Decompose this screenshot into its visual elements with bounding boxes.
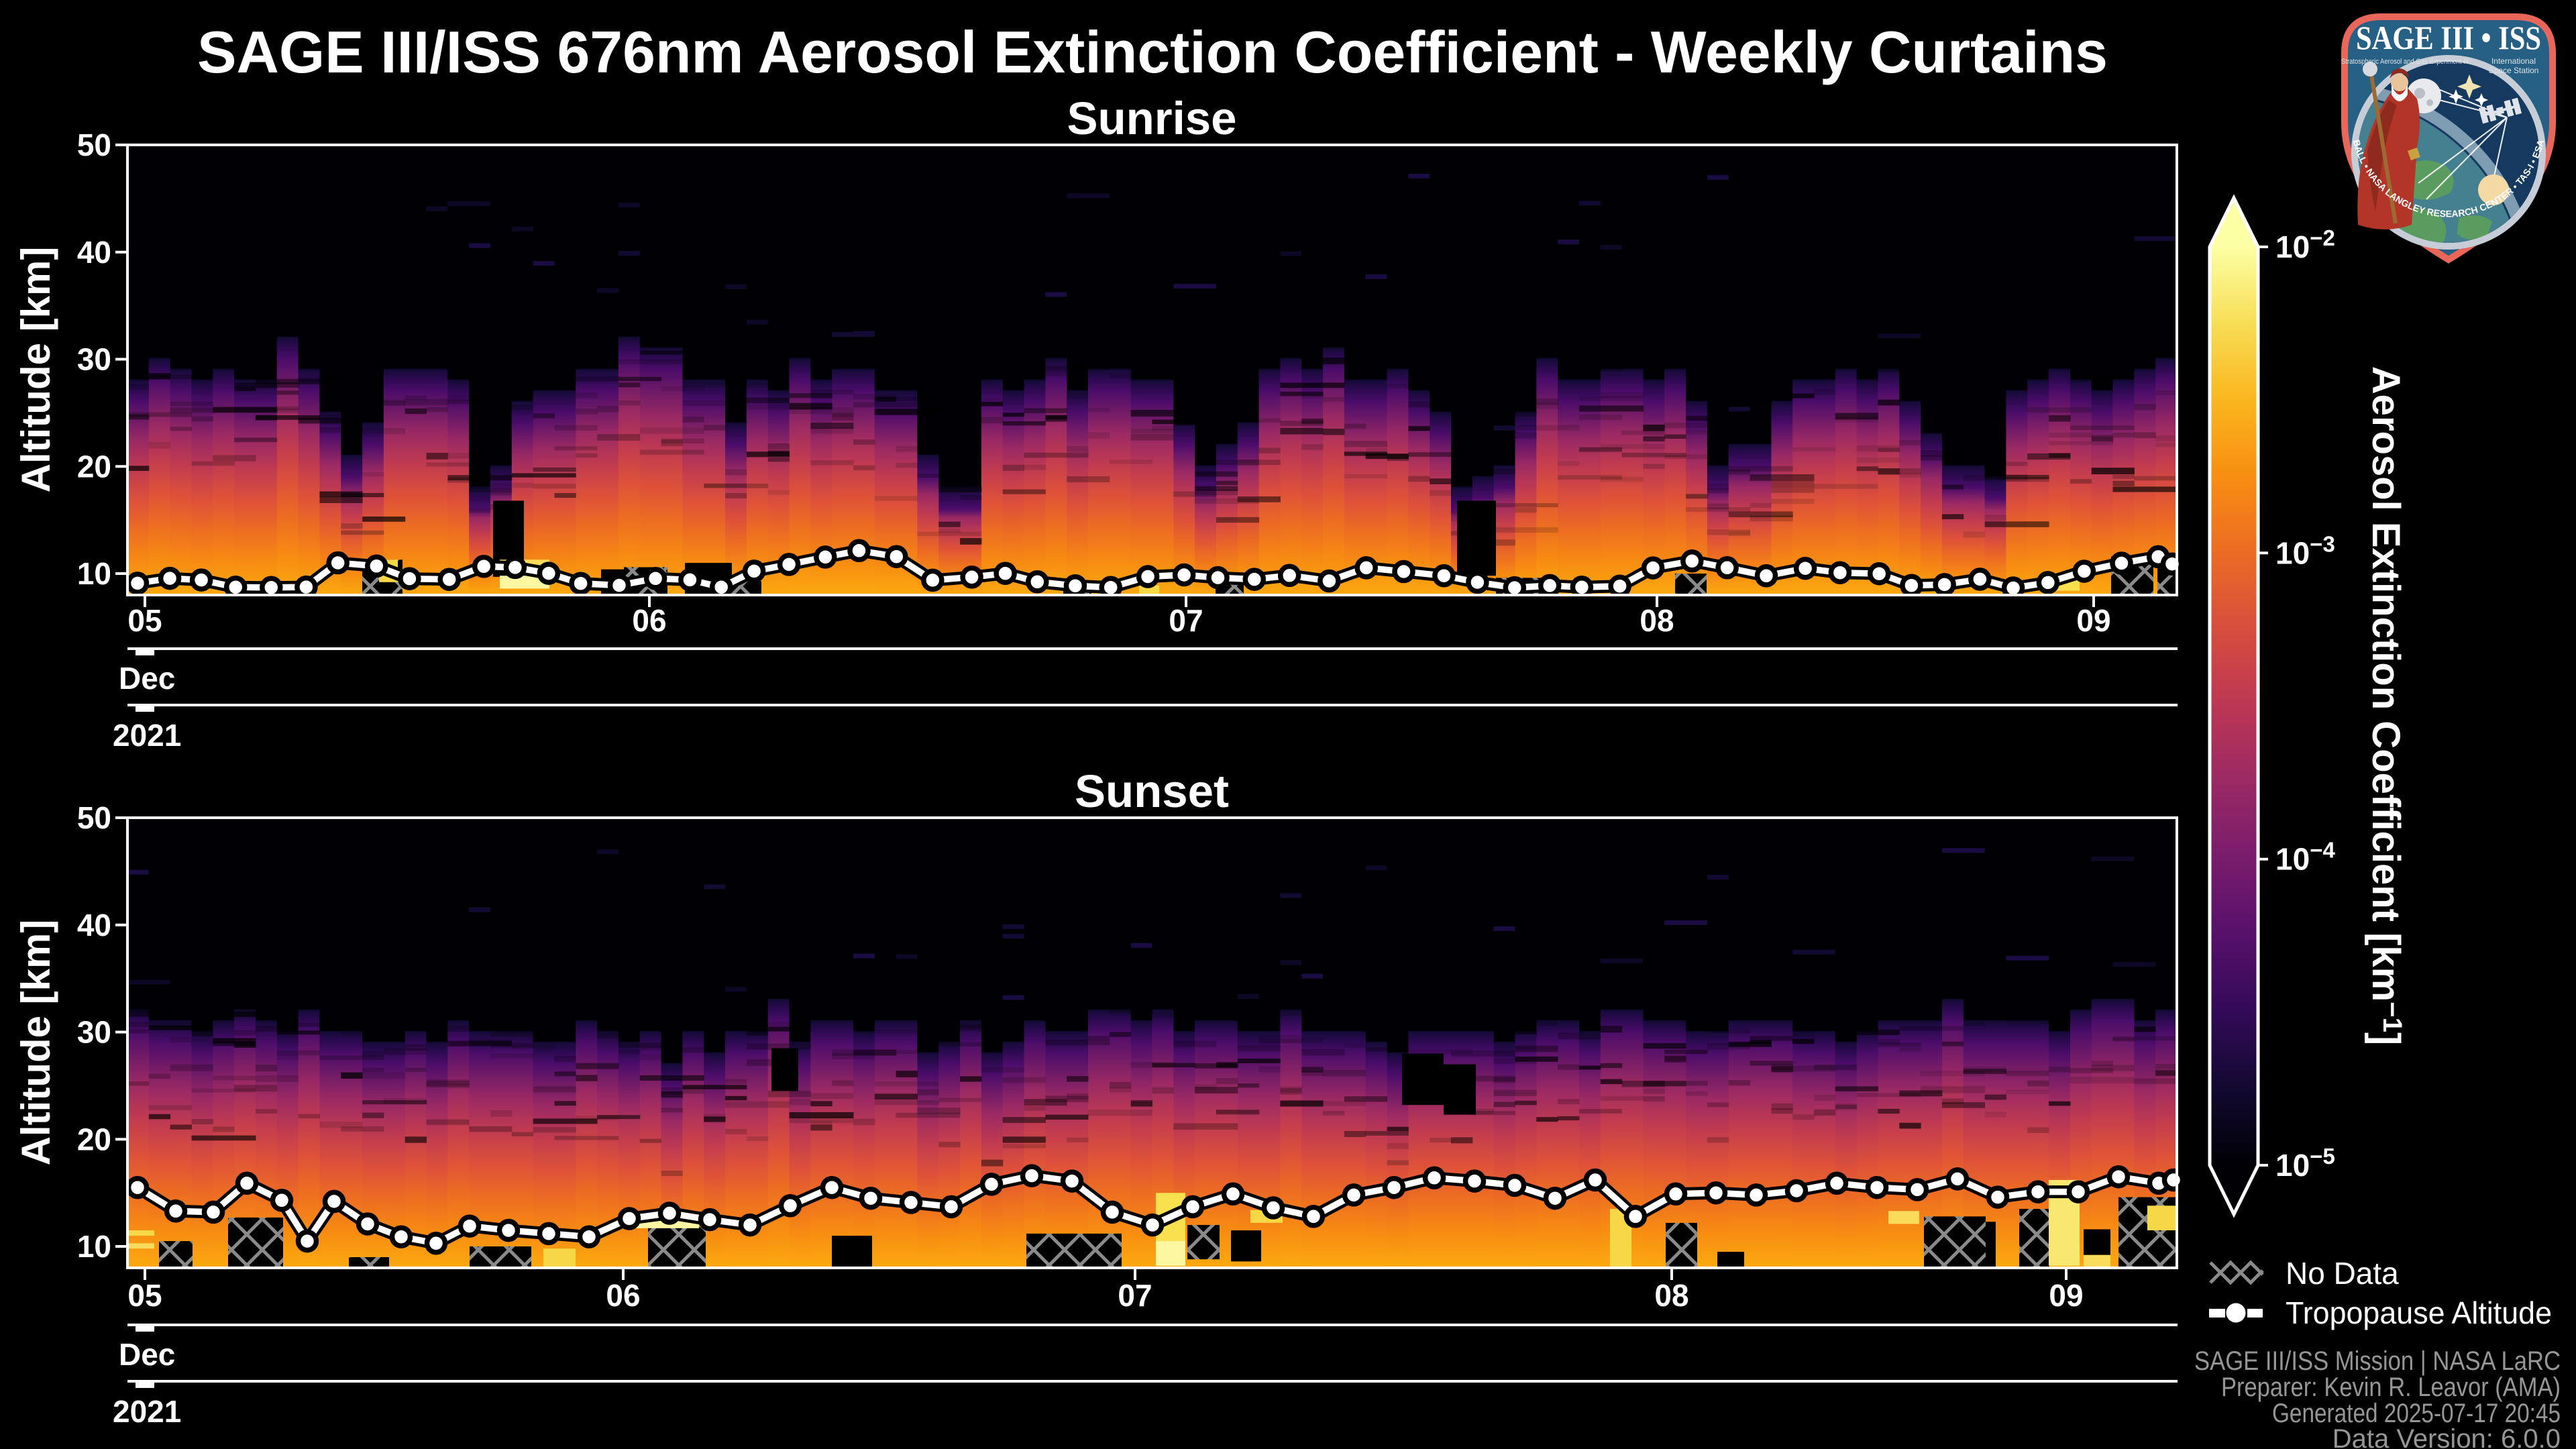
svg-text:Altitude [km]: Altitude [km] — [13, 247, 58, 493]
svg-text:05: 05 — [127, 603, 162, 638]
svg-text:30: 30 — [77, 1015, 111, 1050]
svg-text:08: 08 — [1640, 603, 1674, 638]
svg-text:40: 40 — [77, 235, 111, 270]
svg-text:SAGE III/ISS 676nm Aerosol Ext: SAGE III/ISS 676nm Aerosol Extinction Co… — [197, 19, 2108, 85]
svg-text:Sunset: Sunset — [1075, 765, 1229, 817]
svg-text:06: 06 — [632, 603, 666, 638]
svg-text:Dec: Dec — [119, 1337, 175, 1372]
svg-text:2021: 2021 — [113, 1394, 181, 1429]
svg-text:09: 09 — [2049, 1278, 2083, 1313]
svg-text:Tropopause Altitude: Tropopause Altitude — [2286, 1295, 2552, 1330]
svg-text:05: 05 — [127, 1278, 162, 1313]
svg-text:Sunrise: Sunrise — [1067, 93, 1236, 144]
svg-text:07: 07 — [1118, 1278, 1152, 1313]
svg-text:SAGE III • ISS: SAGE III • ISS — [2356, 19, 2541, 56]
svg-text:50: 50 — [77, 127, 111, 162]
svg-text:2021: 2021 — [113, 718, 181, 753]
svg-text:Data Version: 6.0.0: Data Version: 6.0.0 — [2332, 1424, 2561, 1449]
svg-text:Altitude [km]: Altitude [km] — [13, 920, 58, 1166]
svg-text:Preparer: Kevin R. Leavor (AMA: Preparer: Kevin R. Leavor (AMA) — [2221, 1373, 2561, 1402]
svg-text:Dec: Dec — [119, 661, 175, 696]
svg-text:Generated 2025-07-17 20:45: Generated 2025-07-17 20:45 — [2272, 1399, 2561, 1428]
svg-text:SAGE III/ISS Mission | NASA La: SAGE III/ISS Mission | NASA LaRC — [2194, 1346, 2561, 1376]
svg-text:10: 10 — [77, 556, 111, 591]
svg-text:Space Station: Space Station — [2489, 66, 2539, 75]
svg-text:Aerosol Extinction Coefficient: Aerosol Extinction Coefficient [km−1] — [2364, 366, 2408, 1045]
svg-text:20: 20 — [77, 449, 111, 484]
svg-text:Stratospheric Aerosol and Gas: Stratospheric Aerosol and Gas Experiment… — [2341, 58, 2469, 66]
svg-text:50: 50 — [77, 800, 111, 835]
svg-text:07: 07 — [1169, 603, 1203, 638]
svg-text:30: 30 — [77, 342, 111, 377]
svg-text:No Data: No Data — [2286, 1256, 2399, 1291]
svg-text:06: 06 — [606, 1278, 640, 1313]
svg-text:08: 08 — [1654, 1278, 1688, 1313]
svg-text:International: International — [2491, 56, 2536, 66]
svg-text:09: 09 — [2076, 603, 2110, 638]
svg-text:40: 40 — [77, 908, 111, 943]
svg-text:20: 20 — [77, 1122, 111, 1157]
svg-text:10: 10 — [77, 1229, 111, 1264]
